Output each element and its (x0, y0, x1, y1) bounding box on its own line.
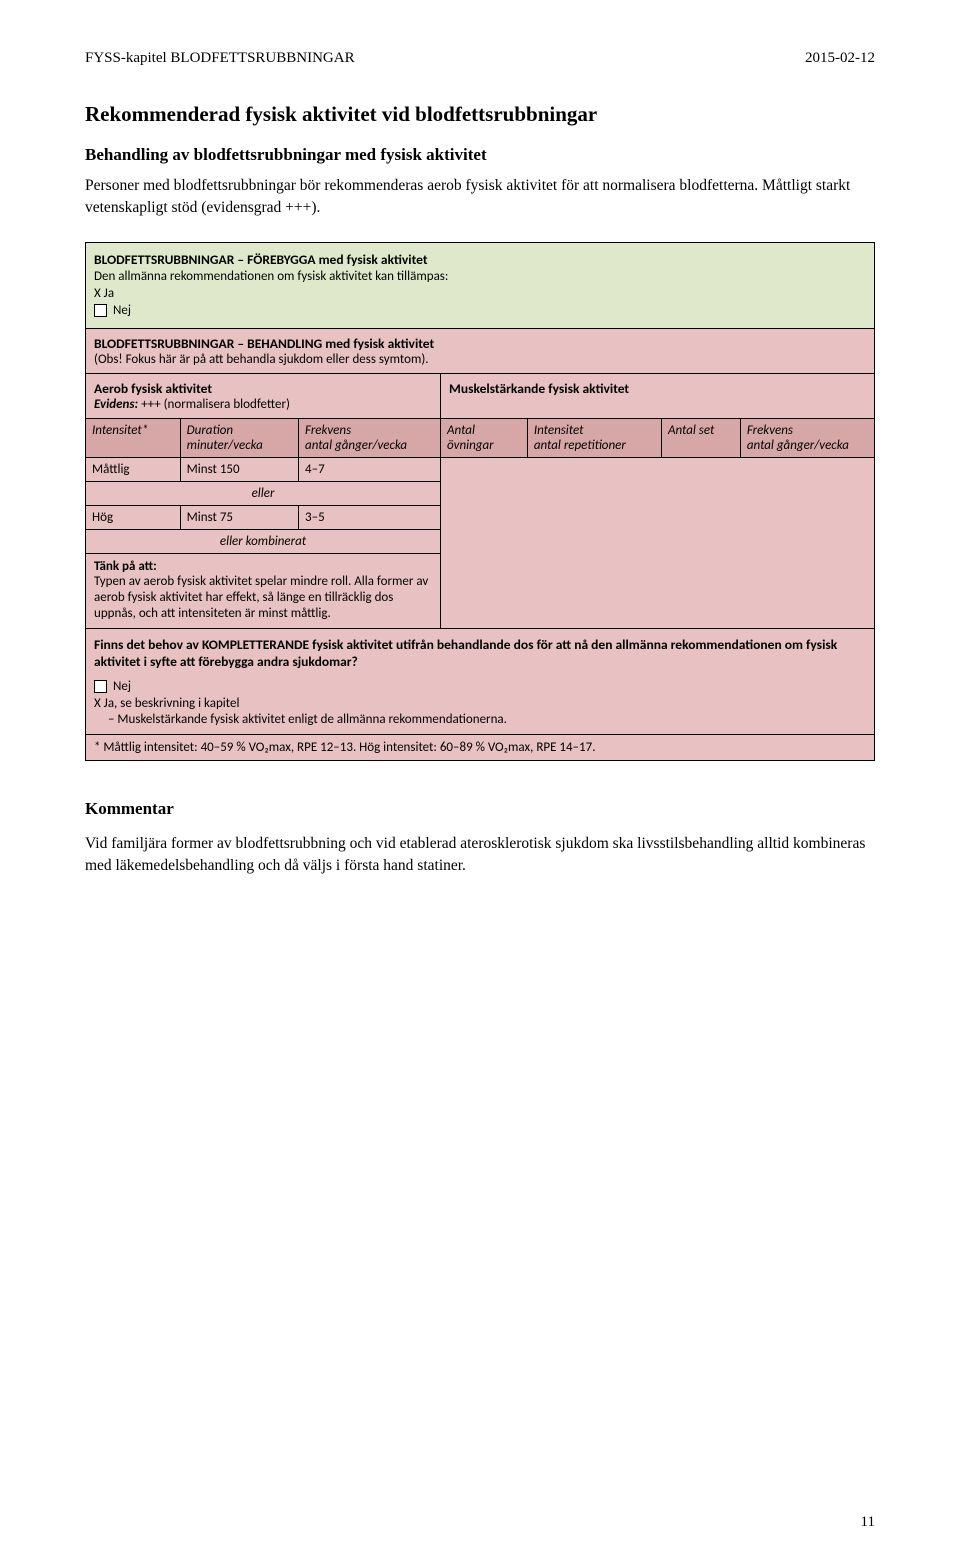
row-hog-label: Hög (86, 505, 181, 529)
row-hog-frekvens: 3–5 (299, 505, 441, 529)
page-title: Rekommenderad fysisk aktivitet vid blodf… (85, 102, 875, 127)
checkbox-icon (94, 680, 107, 693)
aerob-title: Aerob fysisk aktivitet (94, 380, 432, 397)
forebygga-line: Den allmänna rekommendationen om fysisk … (94, 269, 866, 284)
page-number: 11 (861, 1514, 875, 1531)
kommentar-title: Kommentar (85, 799, 875, 819)
footnote-cell: * Måttlig intensitet: 40–59 % VO₂max, RP… (86, 734, 875, 760)
header-right: 2015-02-12 (805, 50, 875, 67)
aerob-evidens-val: +++ (normalisera blodfetter) (138, 397, 290, 412)
col-frekvens2-sub: antal gånger/vecka (747, 438, 849, 453)
checkbox-icon (94, 304, 107, 317)
col-frekvens: Frekvensantal gånger/vecka (299, 418, 441, 457)
tank-label: Tänk på att: (94, 559, 432, 574)
row-mattlig-duration: Minst 150 (180, 457, 298, 481)
muskel-header-cell: Muskelstärkande fysisk aktivitet (441, 373, 875, 418)
kompletterande-ja: X Ja, se beskrivning i kapitel (94, 696, 866, 711)
forebygga-title: BLODFETTSRUBBNINGAR – FÖREBYGGA med fysi… (94, 251, 866, 268)
kompletterande-cell: Finns det behov av KOMPLETTERANDE fysisk… (86, 628, 875, 734)
col-duration: Durationminuter/vecka (180, 418, 298, 457)
kompletterande-nej: Nej (94, 679, 866, 694)
row-eller-text: eller (252, 486, 275, 501)
row-mattlig-label: Måttlig (86, 457, 181, 481)
row-hog-duration: Minst 75 (180, 505, 298, 529)
forebygga-nej-label: Nej (113, 303, 131, 318)
intro-text: Personer med blodfettsrubbningar bör rek… (85, 175, 875, 220)
header-left: FYSS-kapitel BLODFETTSRUBBNINGAR (85, 50, 355, 67)
forebygga-ja: X Ja (94, 286, 866, 301)
col-intensitet: Intensitet* (86, 418, 181, 457)
col-intensitet-label: Intensitet* (92, 423, 148, 438)
row-mattlig-frekvens: 4–7 (299, 457, 441, 481)
col-antal-set: Antal set (661, 418, 740, 457)
col-frekvens2-label: Frekvens (747, 423, 793, 438)
col-duration-label: Duration (187, 423, 233, 438)
kompletterande-bullet: – Muskelstärkande fysisk aktivitet enlig… (94, 712, 866, 727)
col-frekvens-label: Frekvens (305, 423, 351, 438)
col-intensitet2-label: Intensitet (534, 423, 584, 438)
kompletterande-title: Finns det behov av KOMPLETTERANDE fysisk… (94, 636, 866, 671)
behandling-cell: BLODFETTSRUBBNINGAR – BEHANDLING med fys… (86, 328, 875, 373)
col-antal-set-label: Antal set (668, 423, 714, 438)
muskel-title: Muskelstärkande fysisk aktivitet (449, 380, 866, 397)
muskel-empty (441, 457, 875, 628)
behandling-note: (Obs! Fokus här är på att behandla sjukd… (94, 352, 429, 367)
col-duration-sub: minuter/vecka (187, 438, 263, 453)
recommendation-table: BLODFETTSRUBBNINGAR – FÖREBYGGA med fysi… (85, 242, 875, 761)
col-antal-ovn: Antalövningar (441, 418, 528, 457)
col-intensitet2-sub: antal repetitioner (534, 438, 626, 453)
tank-text: Typen av aerob fysisk aktivitet spelar m… (94, 574, 432, 623)
row-eller-komb: eller kombinerat (86, 529, 441, 553)
kommentar-text: Vid familjära former av blodfettsrubbnin… (85, 833, 875, 878)
col-antal-ovn-label: Antal (447, 423, 475, 438)
kompletterande-nej-label: Nej (113, 679, 131, 694)
col-intensitet2: Intensitetantal repetitioner (527, 418, 661, 457)
col-frekvens2: Frekvensantal gånger/vecka (740, 418, 874, 457)
aerob-evidens-label: Evidens: (94, 397, 138, 412)
page-header: FYSS-kapitel BLODFETTSRUBBNINGAR 2015-02… (85, 50, 875, 67)
col-frekvens-sub: antal gånger/vecka (305, 438, 407, 453)
row-eller: eller (86, 481, 441, 505)
forebygga-cell: BLODFETTSRUBBNINGAR – FÖREBYGGA med fysi… (86, 242, 875, 328)
page-subtitle: Behandling av blodfettsrubbningar med fy… (85, 145, 875, 165)
row-eller-komb-text: eller kombinerat (220, 534, 306, 549)
aerob-header-cell: Aerob fysisk aktivitet Evidens: +++ (nor… (86, 373, 441, 418)
forebygga-nej: Nej (94, 303, 866, 318)
behandling-title: BLODFETTSRUBBNINGAR – BEHANDLING med fys… (94, 335, 434, 352)
tank-cell: Tänk på att: Typen av aerob fysisk aktiv… (86, 553, 441, 628)
col-antal-ovn-sub: övningar (447, 438, 494, 453)
